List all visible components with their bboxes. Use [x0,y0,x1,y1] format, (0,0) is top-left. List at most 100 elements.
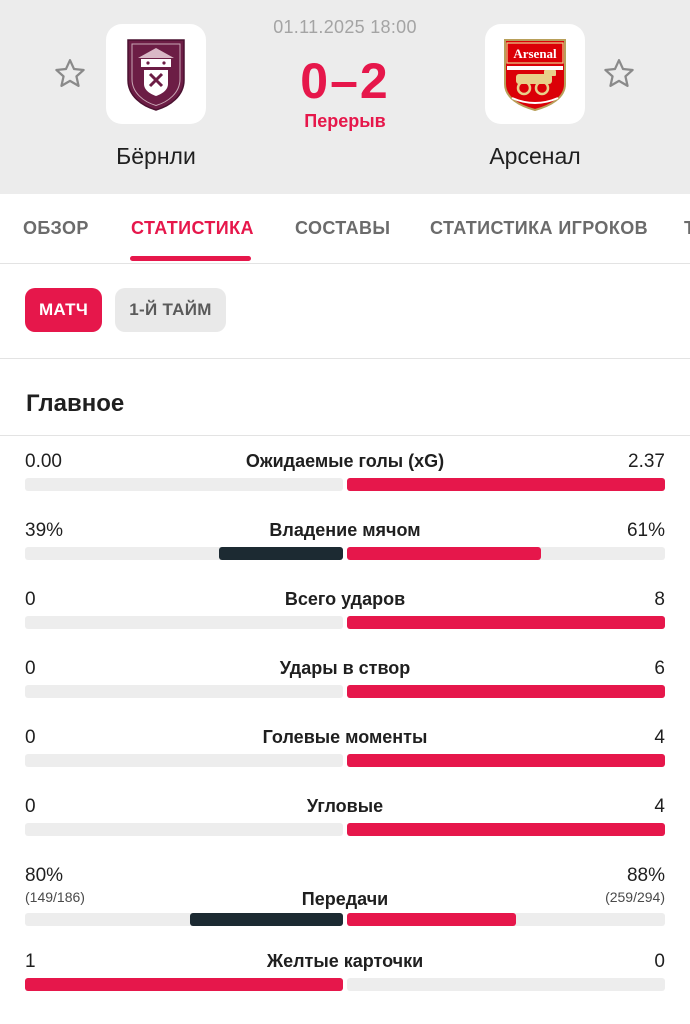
stat-away-value: 0 [654,951,665,973]
stat-away-value-text: 0 [654,951,665,972]
stat-home-bar-track [25,978,343,991]
match-tabs: ОБЗОР СТАТИСТИКА СОСТАВЫ СТАТИСТИКА ИГРО… [0,194,690,264]
stat-home-bar-track [25,823,343,836]
stat-away-bar-fill [347,754,665,767]
stat-home-value: 0 [25,658,36,680]
stat-label: Всего ударов [284,589,406,609]
stat-away-bar-track [347,754,665,767]
stat-label: Угловые [306,796,384,816]
stat-home-value: 1 [25,951,36,973]
period-chip-match[interactable]: МАТЧ [25,288,102,332]
away-crest-text: Arsenal [513,46,557,61]
match-date: 01.11.2025 18:00 [273,17,417,37]
stat-away-value: 61% [627,520,665,542]
stat-home-value-text: 0.00 [25,451,62,472]
stat-home-value: 39% [25,520,63,542]
stat-home-bar-track [25,685,343,698]
stat-away-value-text: 2.37 [628,451,665,472]
stat-home-value: 80% (149/186) [25,865,85,905]
stat-away-value-text: 4 [654,796,665,817]
stat-row: 0.00 Ожидаемые голы (xG) 2.37 [0,451,690,511]
stat-home-subvalue: (149/186) [25,889,85,905]
stat-home-value-text: 0 [25,589,36,610]
stat-home-bar-track [25,547,343,560]
stat-home-bar-fill [190,913,343,926]
stat-away-value: 88% (259/294) [605,865,665,905]
stat-label: Передачи [301,889,389,909]
away-team-name[interactable]: Арсенал [489,143,581,169]
period-selector: МАТЧ 1-Й ТАЙМ [0,264,690,359]
stat-home-value-text: 39% [25,520,64,541]
stat-away-subvalue: (259/294) [605,889,665,905]
stat-away-bar-track [347,823,665,836]
match-score: 0–2 [300,53,390,109]
stat-home-value-text: 80% [25,865,64,886]
stat-away-value: 4 [654,727,665,749]
stat-label: Владение мячом [269,520,421,540]
stat-away-bar-fill [347,823,665,836]
stat-row: 0 Удары в створ 6 [0,658,690,718]
stat-away-value-text: 8 [654,589,665,610]
stat-row: 80% (149/186) Передачи 88% (259/294) [0,865,690,926]
stat-label: Голевые моменты [262,727,428,747]
stat-home-bar-track [25,616,343,629]
stat-home-value-text: 1 [25,951,36,972]
tab-overflow[interactable]: Т [684,218,690,238]
stat-away-value: 8 [654,589,665,611]
stat-home-value: 0.00 [25,451,62,473]
stat-label: Удары в створ [279,658,411,678]
active-tab-indicator [130,256,251,261]
stat-away-bar-fill [347,547,541,560]
stat-home-value-text: 0 [25,796,36,817]
stat-away-value: 6 [654,658,665,680]
match-status: Перерыв [304,111,386,131]
stat-home-bar-track [25,478,343,491]
tab-statistics[interactable]: СТАТИСТИКА [131,218,254,238]
away-team-crest[interactable]: Arsenal [485,24,585,124]
stat-home-bar-track [25,913,343,926]
stat-away-bar-fill [347,478,665,491]
stat-away-bar-fill [347,616,665,629]
favorite-star-icon[interactable] [601,56,637,92]
arsenal-crest-icon: Arsenal [504,39,566,112]
stat-row: 0 Всего ударов 8 [0,589,690,649]
stat-home-value-text: 0 [25,658,36,679]
stat-away-value: 2.37 [628,451,665,473]
home-team-name[interactable]: Бёрнли [116,143,196,169]
stat-away-bar-track [347,685,665,698]
stat-home-value-text: 0 [25,727,36,748]
stat-away-bar-track [347,978,665,991]
stat-away-value: 4 [654,796,665,818]
stat-label: Желтые карточки [266,951,424,971]
stat-home-bar-fill [219,547,343,560]
tab-overview[interactable]: ОБЗОР [23,218,89,238]
stat-row: 0 Голевые моменты 4 [0,727,690,787]
stat-away-bar-track [347,913,665,926]
stat-home-value: 0 [25,589,36,611]
stat-home-value: 0 [25,727,36,749]
section-divider [0,435,690,436]
stat-away-value-text: 61% [626,520,665,541]
favorite-star-icon[interactable] [52,56,88,92]
stat-home-bar-fill [25,978,343,991]
stat-away-value-text: 4 [654,727,665,748]
stat-label: Ожидаемые голы (xG) [245,451,445,471]
burnley-crest-icon [127,39,185,111]
stat-away-bar-track [347,478,665,491]
stat-home-value: 0 [25,796,36,818]
home-team-crest[interactable] [106,24,206,124]
match-header: 01.11.2025 18:00 0–2 Перерыв Arsenal Бёр… [0,0,690,194]
tab-player-statistics[interactable]: СТАТИСТИКА ИГРОКОВ [430,218,649,238]
stat-home-bar-track [25,754,343,767]
stat-away-value-text: 6 [654,658,665,679]
tab-lineups[interactable]: СОСТАВЫ [295,218,391,238]
stat-row: 1 Желтые карточки 0 [0,951,690,1011]
stat-row: 39% Владение мячом 61% [0,520,690,580]
stat-away-bar-track [347,547,665,560]
stat-away-bar-fill [347,913,516,926]
stat-away-bar-track [347,616,665,629]
period-chip-first-half[interactable]: 1-Й ТАЙМ [115,288,226,332]
stat-away-value-text: 88% [626,865,665,886]
section-title: Главное [26,390,125,417]
stat-away-bar-fill [347,685,665,698]
